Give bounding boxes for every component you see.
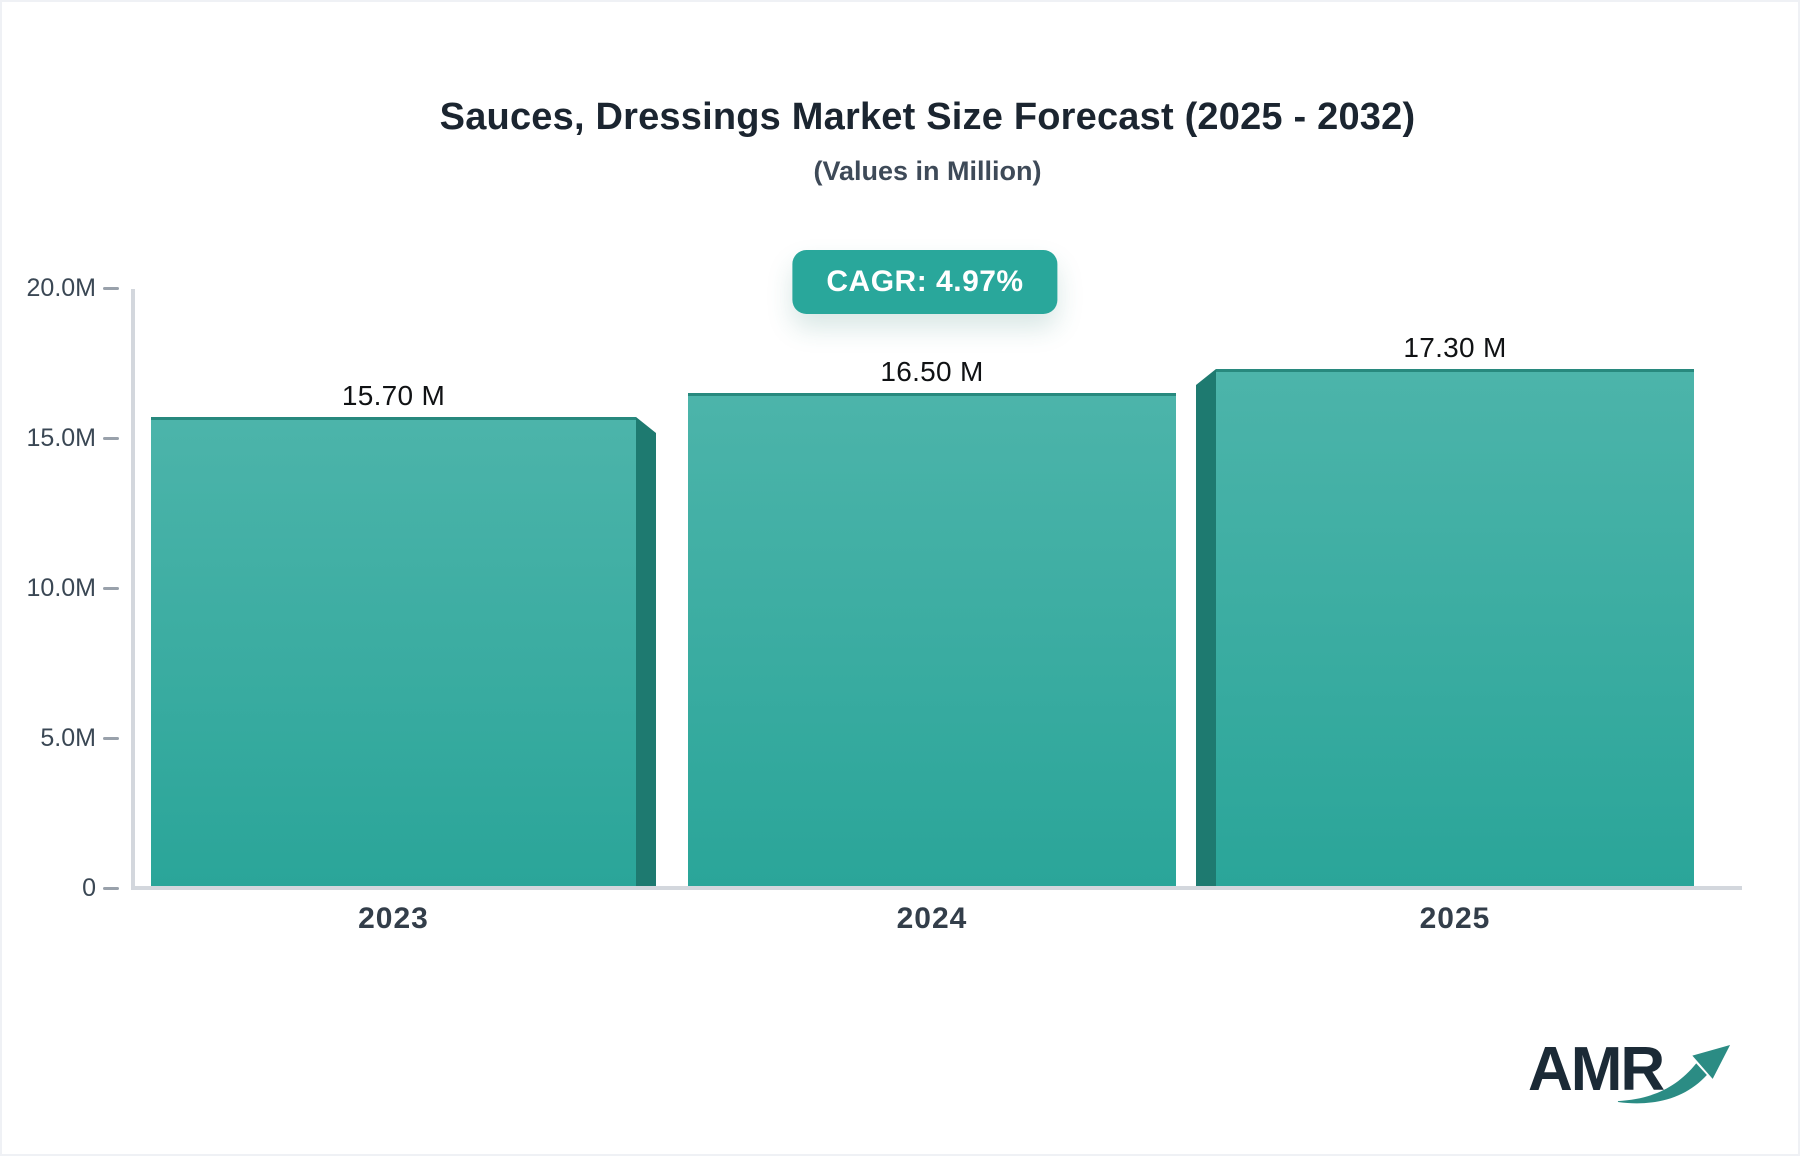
bar-side-shadow bbox=[636, 417, 656, 888]
y-axis-tick-mark bbox=[103, 587, 119, 590]
growth-arrow-icon bbox=[1617, 1045, 1731, 1104]
chart-title: Sauces, Dressings Market Size Forecast (… bbox=[439, 96, 1416, 138]
y-axis-tick-label: 10.0M bbox=[26, 574, 96, 602]
x-axis-label: 2023 bbox=[358, 902, 429, 935]
y-axis-tick-label: 0 bbox=[82, 874, 96, 902]
y-axis-tick-mark bbox=[103, 887, 119, 890]
y-axis-tick-mark bbox=[103, 437, 119, 440]
bar bbox=[1216, 369, 1694, 888]
y-axis-tick-mark bbox=[103, 287, 119, 290]
chart-subtitle: (Values in Million) bbox=[813, 156, 1042, 186]
y-axis-tick-mark bbox=[103, 737, 119, 740]
bar bbox=[151, 417, 636, 888]
x-axis-label: 2025 bbox=[1419, 902, 1491, 935]
amr-logo-text: AMR bbox=[1528, 1035, 1665, 1104]
cagr-badge: CAGR: 4.97% bbox=[792, 250, 1058, 314]
bar bbox=[688, 393, 1176, 888]
bar-value-label: 17.30 M bbox=[1403, 332, 1507, 363]
y-axis-tick-label: 15.0M bbox=[26, 424, 96, 452]
x-axis-label: 2024 bbox=[896, 902, 968, 935]
y-axis-line bbox=[131, 289, 135, 890]
amr-logo: AMR bbox=[1528, 1022, 1731, 1122]
x-axis-baseline bbox=[131, 886, 1742, 890]
y-axis-tick-label: 20.0M bbox=[26, 274, 96, 302]
y-axis-tick-label: 5.0M bbox=[40, 724, 96, 752]
bar-value-label: 16.50 M bbox=[880, 356, 984, 387]
bar-side-shadow bbox=[1196, 369, 1216, 888]
bar-value-label: 15.70 M bbox=[341, 380, 446, 411]
